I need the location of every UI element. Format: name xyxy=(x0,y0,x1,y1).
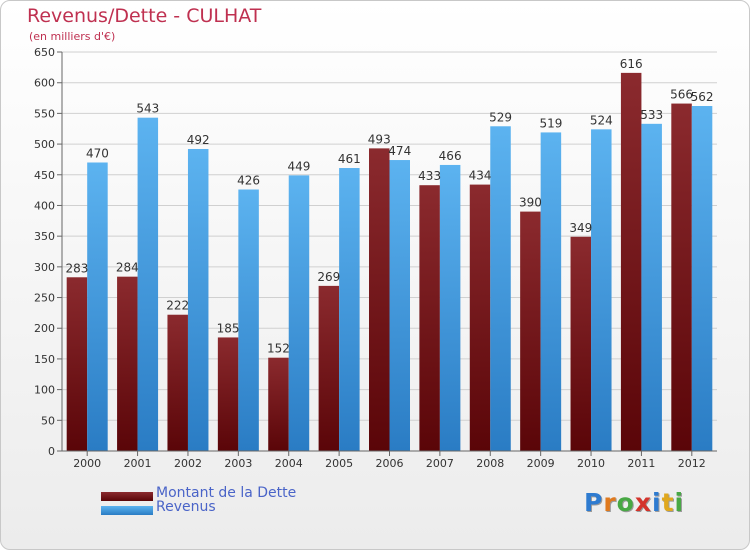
bar-revenus-2007 xyxy=(440,165,461,451)
bar-debt-2000 xyxy=(67,277,88,451)
x-tick-label: 2007 xyxy=(426,457,454,470)
y-tick-label: 150 xyxy=(34,353,55,366)
y-tick-label: 300 xyxy=(34,261,55,274)
x-tick-label: 2009 xyxy=(527,457,555,470)
data-label: 269 xyxy=(317,270,340,284)
data-label: 349 xyxy=(569,221,592,235)
data-label: 222 xyxy=(166,299,189,313)
logo-letter: x xyxy=(635,488,652,517)
x-tick-label: 2008 xyxy=(476,457,504,470)
data-label: 493 xyxy=(368,132,391,146)
bar-revenus-2002 xyxy=(188,149,209,451)
legend-swatch-debt xyxy=(101,492,153,501)
bar-chart: 0 50 100 150 200 250 300 350 400 450 500 550 600 650 2… xyxy=(1,1,749,549)
bar-revenus-2006 xyxy=(390,160,411,451)
data-label: 461 xyxy=(338,152,361,166)
bar-debt-2007 xyxy=(419,185,440,451)
logo-letter: i xyxy=(652,488,662,517)
data-label: 426 xyxy=(237,174,260,188)
x-tick-label: 2012 xyxy=(678,457,706,470)
bar-debt-2003 xyxy=(218,337,239,451)
y-tick-label: 200 xyxy=(34,322,55,335)
bar-debt-2004 xyxy=(268,358,289,451)
logo-letter: t xyxy=(662,488,675,517)
y-tick-label: 650 xyxy=(34,46,55,59)
bar-revenus-2009 xyxy=(541,132,562,451)
y-tick-label: 50 xyxy=(41,414,55,427)
bar-revenus-2010 xyxy=(591,129,612,451)
x-tick-label: 2000 xyxy=(73,457,101,470)
data-label: 519 xyxy=(539,116,562,130)
chart-frame: Revenus/Dette - CULHAT (en milliers d'€)… xyxy=(0,0,750,550)
data-label: 529 xyxy=(489,110,512,124)
bar-debt-2006 xyxy=(369,148,390,451)
y-tick-label: 100 xyxy=(34,384,55,397)
legend-label-revenus: Revenus xyxy=(156,499,216,515)
x-tick-label: 2001 xyxy=(124,457,152,470)
x-tick-label: 2003 xyxy=(224,457,252,470)
data-label: 474 xyxy=(388,144,411,158)
bar-revenus-2000 xyxy=(87,162,108,451)
bar-revenus-2005 xyxy=(339,168,360,451)
x-tick-label: 2005 xyxy=(325,457,353,470)
bar-revenus-2001 xyxy=(138,118,159,451)
x-tick-label: 2002 xyxy=(174,457,202,470)
logo-letter: o xyxy=(617,488,635,517)
bar-debt-2010 xyxy=(571,237,592,451)
data-label: 434 xyxy=(469,169,492,183)
data-label: 616 xyxy=(620,57,643,71)
bar-debt-2012 xyxy=(671,104,692,451)
data-label: 284 xyxy=(116,261,139,275)
data-label: 449 xyxy=(288,159,311,173)
y-tick-label: 450 xyxy=(34,169,55,182)
bar-debt-2008 xyxy=(470,185,491,451)
bar-debt-2011 xyxy=(621,73,642,451)
x-tick-label: 2006 xyxy=(376,457,404,470)
bar-debt-2001 xyxy=(117,277,138,451)
data-label: 152 xyxy=(267,342,290,356)
data-label: 562 xyxy=(691,90,714,104)
data-label: 390 xyxy=(519,196,542,210)
data-label: 543 xyxy=(136,102,159,116)
logo-letter: P xyxy=(584,488,603,517)
y-tick-label: 250 xyxy=(34,292,55,305)
data-label: 433 xyxy=(418,169,441,183)
data-label: 533 xyxy=(640,108,663,122)
data-label: 492 xyxy=(187,133,210,147)
x-tick-label: 2011 xyxy=(627,457,655,470)
logo-letter: i xyxy=(675,488,685,517)
y-tick-label: 500 xyxy=(34,138,55,151)
data-label: 566 xyxy=(670,88,693,102)
x-tick-label: 2004 xyxy=(275,457,303,470)
bar-debt-2002 xyxy=(167,315,188,451)
legend-swatch-revenus xyxy=(101,506,153,515)
y-tick-label: 400 xyxy=(34,199,55,212)
bar-revenus-2004 xyxy=(289,175,310,451)
y-tick-label: 350 xyxy=(34,230,55,243)
bar-debt-2005 xyxy=(319,286,340,451)
proxiti-logo: Proxiti xyxy=(584,488,684,517)
bar-revenus-2012 xyxy=(692,106,713,451)
logo-letter: r xyxy=(603,488,616,517)
data-label: 470 xyxy=(86,146,109,160)
bar-debt-2009 xyxy=(520,212,541,451)
data-label: 524 xyxy=(590,113,613,127)
x-tick-label: 2010 xyxy=(577,457,605,470)
data-label: 283 xyxy=(65,261,88,275)
data-label: 185 xyxy=(217,321,240,335)
data-label: 466 xyxy=(439,149,462,163)
bar-revenus-2003 xyxy=(238,190,259,451)
y-tick-label: 550 xyxy=(34,107,55,120)
y-tick-label: 600 xyxy=(34,77,55,90)
bar-revenus-2008 xyxy=(490,126,511,451)
y-tick-label: 0 xyxy=(48,445,55,458)
bar-revenus-2011 xyxy=(641,124,662,451)
